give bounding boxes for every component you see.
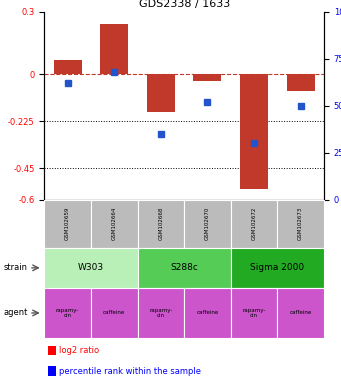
Text: rapamy-
cin: rapamy- cin [242,308,266,318]
Text: log2 ratio: log2 ratio [59,346,99,355]
Text: GSM102673: GSM102673 [298,207,303,240]
Bar [193,74,221,81]
Text: rapamy-
cin: rapamy- cin [149,308,173,318]
Bar [287,74,315,91]
Text: caffeine: caffeine [290,310,312,316]
Text: agent: agent [3,308,28,318]
Text: GSM102670: GSM102670 [205,207,210,240]
Text: caffeine: caffeine [196,310,219,316]
Text: W303: W303 [78,263,104,272]
Text: rapamy-
cin: rapamy- cin [56,308,79,318]
Text: GSM102659: GSM102659 [65,207,70,240]
Text: caffeine: caffeine [103,310,125,316]
Text: percentile rank within the sample: percentile rank within the sample [59,367,201,376]
Bar [240,74,268,189]
Text: Sigma 2000: Sigma 2000 [250,263,305,272]
Title: GDS2338 / 1633: GDS2338 / 1633 [138,0,230,9]
Text: GSM102672: GSM102672 [252,207,256,240]
Text: strain: strain [3,263,27,272]
Bar [147,74,175,112]
Bar [100,24,128,74]
Text: S288c: S288c [170,263,198,272]
Text: GSM102664: GSM102664 [112,207,117,240]
Text: GSM102668: GSM102668 [158,207,163,240]
Bar [54,60,81,74]
